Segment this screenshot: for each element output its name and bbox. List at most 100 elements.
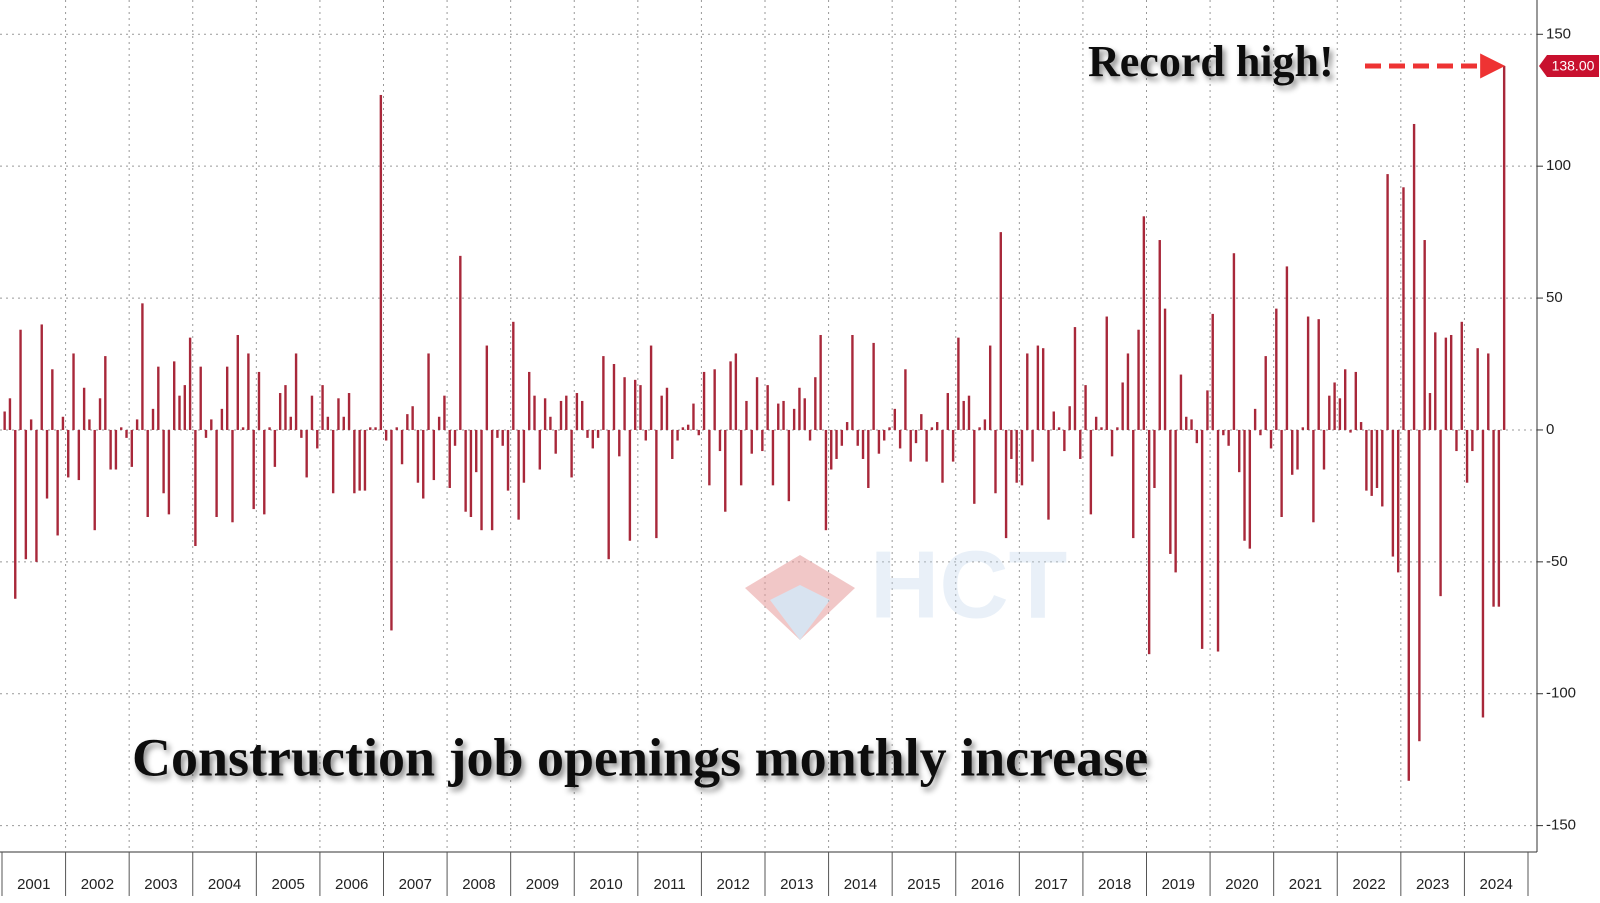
bar [162,429,165,494]
x-tick-label: 2016 [971,876,1004,893]
bar [1444,337,1448,430]
bar [798,387,801,430]
bar [130,429,134,467]
bar [268,427,271,430]
bar [671,429,674,459]
bar [761,429,764,452]
bar [1004,429,1008,539]
bar [278,393,282,430]
bar [1073,327,1077,430]
bar [914,429,918,444]
bar [178,395,181,430]
x-tick-label: 2022 [1352,876,1385,893]
bar [946,393,950,430]
bar [1227,429,1230,446]
bar [819,334,822,430]
bar [506,429,510,491]
bar [416,429,420,483]
bar [1322,429,1326,470]
bar [729,361,732,430]
bar [395,427,398,430]
bar [580,400,584,430]
bar [379,94,383,430]
bar [734,353,738,430]
bar [188,337,192,430]
bar [390,429,393,631]
bar [554,429,557,454]
bar [1487,353,1490,430]
bar [602,356,605,430]
bar [644,429,647,441]
bar [427,353,430,430]
bar [67,429,70,478]
bar [883,429,886,441]
bar [1386,174,1389,430]
bar [316,429,319,449]
bar [98,398,102,430]
bar [994,429,997,494]
bar [1354,371,1357,430]
x-tick-label: 2006 [335,876,368,893]
x-tick-label: 2021 [1289,876,1322,893]
bar [512,321,515,430]
bar [19,329,22,430]
bar [543,398,547,430]
x-tick-label: 2007 [399,876,432,893]
y-tick-label: 150 [1546,25,1571,42]
bar [1047,429,1050,520]
bar [1094,416,1098,430]
bar [369,427,372,430]
bar [575,393,579,430]
bar [305,429,308,478]
bar [14,429,17,599]
bar [1343,369,1347,430]
bar [496,429,499,438]
bar [284,385,287,430]
x-tick-label: 2005 [271,876,304,893]
bar [321,385,324,430]
bar [1232,253,1236,430]
bar [24,429,28,560]
bar [692,403,695,430]
bar [533,395,536,430]
bar [787,429,791,502]
bar [1185,416,1188,430]
bar [1328,395,1331,430]
bar [988,345,992,430]
bar [3,411,6,430]
bar [167,429,171,515]
bar [35,429,38,562]
bar [904,369,907,430]
x-tick-label: 2009 [526,876,559,893]
bar [973,429,976,504]
bar [294,353,298,430]
bar [941,429,944,483]
bar [104,356,107,430]
bar [1428,393,1432,430]
latest-tag: 138.00 [1539,54,1599,77]
x-tick-label: 2002 [81,876,114,893]
bar [718,429,722,452]
bar [485,345,489,430]
bar [856,429,859,446]
bar [845,422,849,430]
bar [1211,313,1214,430]
bar [962,400,965,430]
bar [1126,353,1130,430]
x-tick-label: 2020 [1225,876,1258,893]
bar [1434,332,1437,430]
bar [157,366,160,430]
bar [559,400,563,430]
bar [549,416,552,430]
bar [920,414,923,430]
bar [824,429,828,531]
bar [1275,308,1278,430]
y-tick-label: -50 [1546,553,1568,570]
bar [61,416,65,430]
annotation: Record high! [1088,37,1334,86]
bar [835,429,838,459]
bar [517,429,520,520]
bar [88,419,91,430]
bar [676,429,679,441]
